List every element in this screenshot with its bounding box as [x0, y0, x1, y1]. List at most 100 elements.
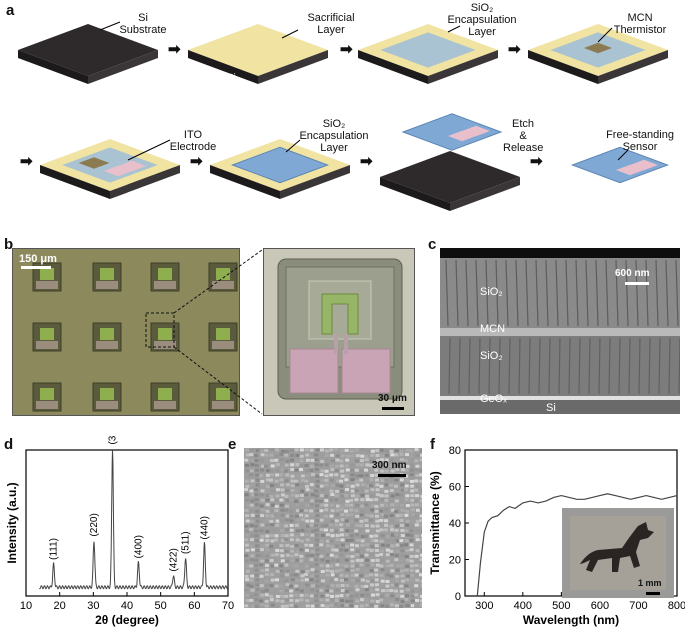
grain — [419, 523, 422, 527]
grain — [249, 564, 254, 568]
grain — [364, 539, 369, 543]
grain — [354, 593, 359, 597]
grain — [304, 498, 309, 502]
grain — [310, 554, 315, 558]
grain — [329, 489, 334, 493]
x-tick-label: 400 — [514, 600, 532, 612]
grain — [409, 554, 414, 558]
grain — [264, 458, 269, 462]
grain — [315, 474, 320, 478]
grain — [280, 599, 285, 603]
grain — [244, 574, 249, 578]
grain — [420, 588, 422, 592]
grain — [374, 509, 379, 513]
grain — [379, 463, 384, 467]
grain — [299, 513, 304, 517]
grain — [290, 559, 295, 563]
grain — [330, 559, 335, 563]
column-grain — [468, 337, 471, 395]
grain — [259, 593, 264, 597]
grain — [360, 598, 365, 602]
grain — [274, 538, 279, 542]
grain — [359, 569, 364, 573]
grain — [390, 594, 395, 598]
grain — [364, 454, 369, 458]
grain — [304, 543, 309, 547]
grain — [285, 483, 290, 487]
grain — [414, 499, 419, 503]
scale-label-600nm: 600 nm — [615, 268, 650, 279]
grain — [344, 533, 349, 537]
grain — [385, 584, 390, 588]
grain — [294, 448, 299, 452]
pointer-line — [447, 25, 461, 33]
grain — [265, 478, 270, 482]
grain — [335, 513, 340, 517]
grain — [254, 503, 259, 507]
grain — [355, 494, 360, 498]
grain — [374, 568, 379, 572]
grain — [290, 479, 295, 483]
grain — [410, 494, 415, 498]
grain — [315, 589, 320, 593]
ito-pad-a — [104, 165, 132, 177]
grain — [389, 524, 394, 528]
grain — [289, 453, 294, 457]
grain — [250, 479, 255, 483]
panel-label-d: d — [4, 436, 14, 453]
grain — [370, 474, 375, 478]
grain — [314, 569, 319, 573]
slab-sacrificial — [188, 24, 328, 84]
grain — [309, 543, 314, 547]
grain — [309, 539, 314, 543]
grain — [295, 538, 300, 542]
grain — [305, 599, 310, 603]
grain — [364, 489, 369, 493]
grain — [284, 594, 289, 598]
column-grain — [618, 337, 621, 395]
grain — [259, 563, 264, 567]
grain — [279, 544, 284, 548]
grain — [370, 599, 375, 603]
grain — [404, 543, 409, 547]
scale-label-30um: 30 μm — [378, 393, 407, 404]
grain — [284, 604, 289, 608]
grain — [414, 543, 419, 547]
device-cell — [92, 322, 122, 352]
grain — [375, 454, 380, 458]
grain — [354, 553, 359, 557]
grain — [380, 454, 385, 458]
grain — [389, 599, 394, 603]
grain — [270, 503, 275, 507]
grain — [395, 539, 400, 543]
grain — [384, 453, 389, 457]
grain — [419, 558, 422, 562]
grain — [405, 588, 410, 592]
grain — [284, 534, 289, 538]
layer-label-mcn: MCN — [480, 323, 506, 335]
grain — [269, 459, 274, 463]
grain — [344, 488, 349, 492]
column-grain — [535, 259, 539, 327]
grain — [295, 578, 300, 582]
grain — [419, 458, 422, 462]
column-grain — [515, 259, 519, 327]
grain — [360, 483, 365, 487]
grain — [344, 558, 349, 562]
grain — [349, 519, 354, 523]
grain — [334, 573, 339, 577]
grain — [299, 554, 304, 558]
grain — [279, 569, 284, 573]
panel-label-a: a — [6, 2, 15, 19]
grain — [409, 564, 414, 568]
grain — [400, 574, 405, 578]
grain — [319, 473, 324, 477]
grain — [289, 519, 294, 523]
grain — [270, 589, 275, 593]
grain — [294, 584, 299, 588]
grain — [359, 524, 364, 528]
grain — [250, 568, 255, 572]
grain — [275, 463, 280, 467]
grain — [299, 494, 304, 498]
grain — [374, 473, 379, 477]
